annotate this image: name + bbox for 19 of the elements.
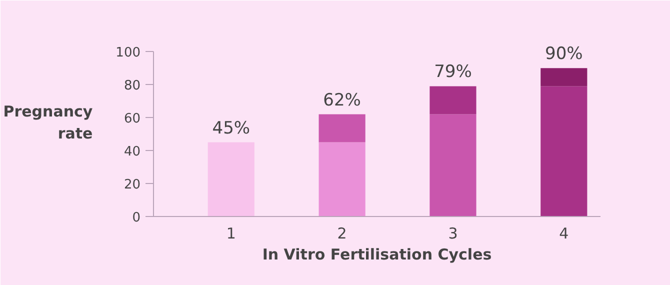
y-tick-label: 0 — [132, 210, 141, 226]
x-tick-label: 4 — [559, 224, 569, 242]
bar — [540, 68, 588, 86]
bar — [208, 142, 254, 216]
y-tick-label: 40 — [124, 144, 141, 160]
y-tick-label: 60 — [124, 112, 141, 127]
y-tick-label: 100 — [116, 46, 141, 61]
bar — [318, 142, 366, 216]
y-tick-label: 20 — [124, 178, 141, 193]
y-axis-title: Pregnancy rate — [3, 102, 93, 142]
total-label: 62% — [323, 90, 361, 110]
total-label: 90% — [545, 44, 583, 64]
x-axis-title: In Vitro Fertilisation Cycles — [262, 246, 492, 264]
x-tick-label: 3 — [448, 224, 458, 242]
x-tick-label: 1 — [226, 224, 236, 242]
y-tick-label: 80 — [124, 78, 141, 94]
total-label: 45% — [212, 118, 250, 138]
x-tick-label: 2 — [337, 224, 347, 242]
total-label: 79% — [434, 62, 472, 82]
